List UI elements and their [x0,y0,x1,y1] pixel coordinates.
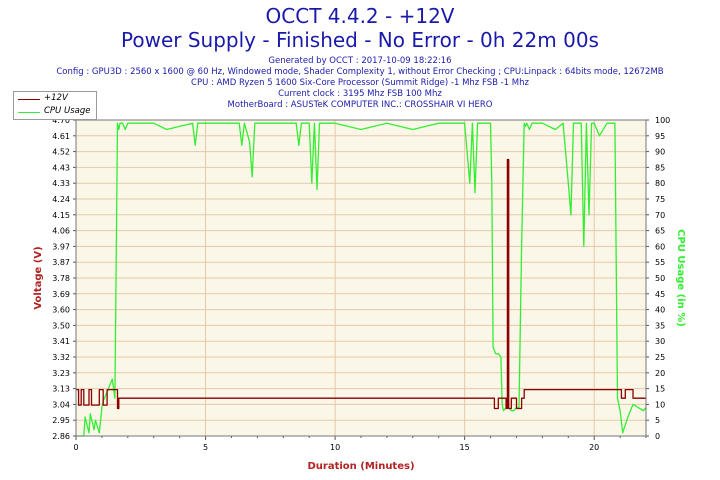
x-tick-label: 0 [73,443,78,452]
y-tick-label: 3.13 [52,385,70,394]
y-tick-label: 3.41 [52,337,70,346]
y-tick-label: 4.24 [52,195,70,204]
y-tick-label: 4.43 [52,163,70,172]
y-tick-label: 3.60 [52,306,70,315]
y-tick-label: 3.78 [52,274,70,283]
generated-info: Generated by OCCT : 2017-10-09 18:22:16 [268,56,452,66]
y-tick-label: 2.86 [52,432,70,441]
y-right-tick-label: 100 [655,116,670,125]
grid-lines [75,119,646,437]
y-tick-label: 4.33 [52,179,70,188]
legend-item-cpu: CPU Usage [16,106,94,118]
y-tick-label: 3.87 [52,258,70,267]
y-tick-label: 2.95 [52,416,70,425]
x-axis-label: Duration (Minutes) [307,461,414,472]
legend-item-voltage: +12V [16,93,94,105]
y-right-tick-label: 70 [655,211,665,220]
y-tick-label: 3.69 [52,290,70,299]
config-info: Config : GPU3D : 2560 x 1600 @ 60 Hz, Wi… [56,67,664,77]
series-line-cpu-usage [76,122,647,437]
x-tick-label: 5 [203,443,208,452]
y-tick-label: 3.97 [52,242,70,251]
y-tick-label: 4.15 [52,211,70,220]
legend-label-voltage: +12V [44,93,68,103]
y-right-tick-label: 55 [655,258,665,267]
y-tick-label: 3.04 [52,400,70,409]
y-axis-left-ticks: 2.86 2.95 3.04 3.13 3.23 3.32 3.41 3.50 3.60 3.69… [52,116,76,441]
x-tick-label: 20 [589,443,599,452]
plot-border [75,119,647,437]
y-right-tick-label: 0 [655,432,660,441]
clock-info: Current clock : 3195 Mhz FSB 100 Mhz [278,89,442,99]
x-tick-label: 15 [460,443,470,452]
x-axis-ticks: 0 5 10 15 20 [73,436,647,452]
y-tick-label: 4.06 [52,227,70,236]
y-right-tick-label: 60 [655,242,665,251]
x-tick-label: 10 [330,443,340,452]
y-right-tick-label: 65 [655,227,665,236]
y-axis-right-label: CPU Usage (in %) [675,229,686,327]
chart-subtitle: Power Supply - Finished - No Error - 0h … [121,28,599,52]
y-tick-label: 3.50 [52,321,70,330]
legend-label-cpu: CPU Usage [44,106,91,116]
y-right-tick-label: 5 [655,416,660,425]
y-right-tick-label: 85 [655,163,665,172]
y-right-tick-label: 10 [655,400,665,409]
y-right-tick-label: 80 [655,179,665,188]
y-tick-label: 4.52 [52,148,70,157]
series-line-voltage [76,158,646,410]
y-right-tick-label: 35 [655,321,665,330]
y-right-tick-label: 15 [655,385,665,394]
y-tick-label: 4.61 [52,132,70,141]
legend-swatch-cpu [18,112,40,113]
motherboard-info: MotherBoard : ASUSTeK COMPUTER INC.: CRO… [227,100,493,110]
y-tick-label: 4.70 [52,116,70,125]
series-layer [76,122,647,437]
y-right-tick-label: 45 [655,290,665,299]
y-right-tick-label: 40 [655,306,665,315]
y-right-tick-label: 50 [655,274,665,283]
y-right-tick-label: 20 [655,369,665,378]
y-axis-left-label: Voltage (V) [33,246,44,309]
legend-swatch-voltage [18,99,40,100]
y-right-tick-label: 75 [655,195,665,204]
y-right-tick-label: 90 [655,148,665,157]
y-tick-label: 3.32 [52,353,70,362]
y-right-tick-label: 30 [655,337,665,346]
y-right-tick-label: 25 [655,353,665,362]
y-tick-label: 3.23 [52,369,70,378]
chart-title: OCCT 4.4.2 - +12V [265,4,455,28]
y-right-tick-label: 95 [655,132,665,141]
cpu-info: CPU : AMD Ryzen 5 1600 Six-Core Processo… [191,78,529,88]
chart-legend: +12V CPU Usage [13,91,97,120]
y-axis-right-ticks: 0 5 10 15 20 25 30 35 40 45 50 55 60 65 70 75 80 85 90 95 10… [646,116,670,441]
